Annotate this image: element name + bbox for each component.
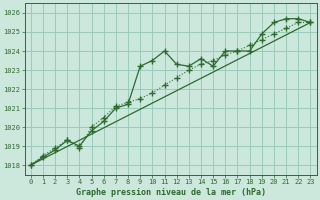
X-axis label: Graphe pression niveau de la mer (hPa): Graphe pression niveau de la mer (hPa) <box>76 188 266 197</box>
